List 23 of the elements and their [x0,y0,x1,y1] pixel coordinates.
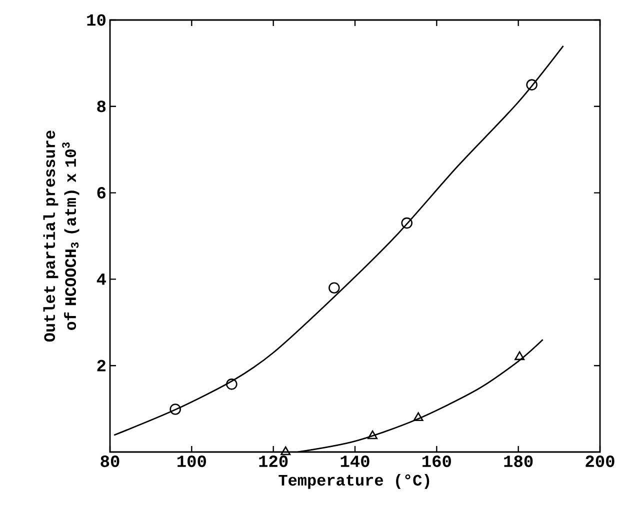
point [526,79,538,90]
y-tick-label: 10 [87,14,106,26]
x-tick-label: 180 [504,456,533,468]
point [280,446,291,456]
point [328,282,340,294]
x-tick-label: 140 [340,456,370,468]
point [368,430,378,440]
x-tick-label: 200 [586,456,614,468]
point [401,217,413,229]
point [514,351,525,360]
point [170,404,181,415]
y-tick-label: 6 [97,187,106,199]
x-tick-label: 160 [422,456,451,468]
y-tick-label: 8 [97,100,106,112]
x-tick-label: 120 [259,456,288,468]
x-tick-label: 80 [100,456,120,468]
point [413,412,424,422]
x-axis-title: Temperature (°C) [278,474,430,489]
line-series [113,45,564,436]
y-tick-label: 2 [97,360,106,372]
x-tick-label: 100 [178,456,206,468]
y-tick-label: 4 [96,274,106,285]
point [226,378,238,390]
